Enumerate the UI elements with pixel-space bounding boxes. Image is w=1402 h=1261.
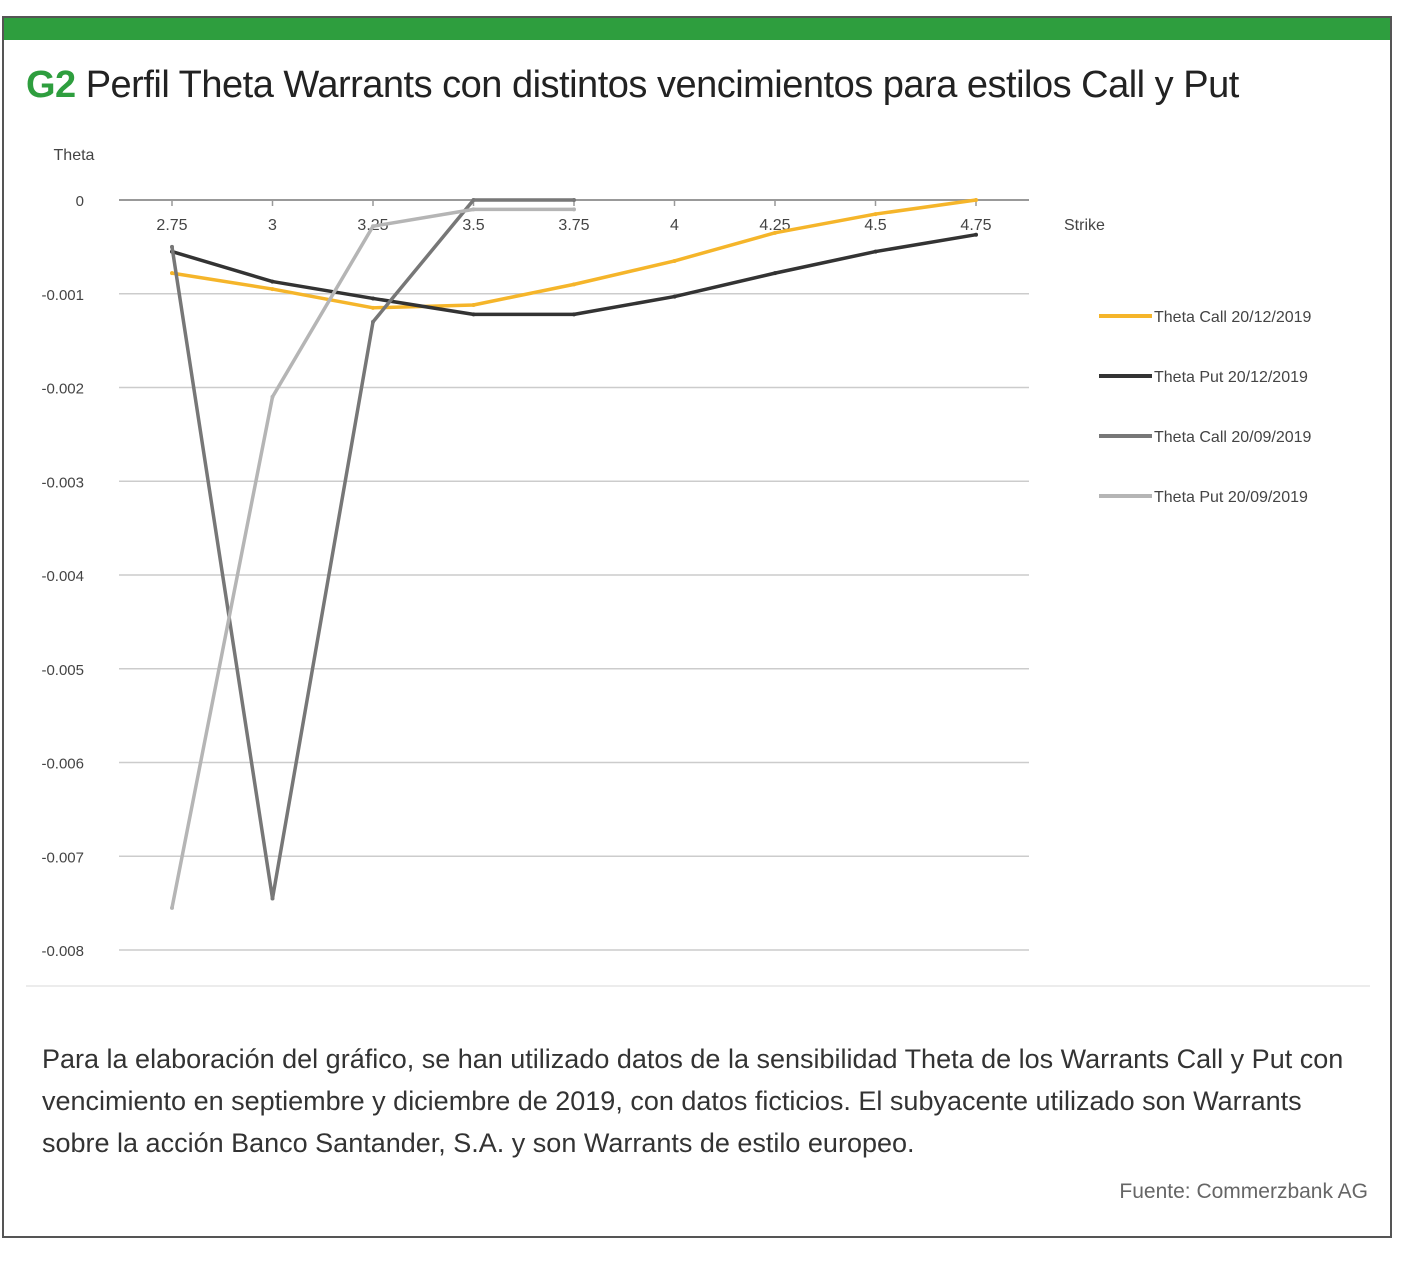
data-point <box>471 303 476 307</box>
x-tick-label: 4.75 <box>960 217 991 234</box>
data-point <box>471 312 476 317</box>
data-point <box>572 312 576 317</box>
data-point <box>974 232 978 237</box>
theta-line-chart: 0 -0.001 -0.002 -0.003 -0.004 -0.005 -0.006 -0.… <box>26 147 1370 987</box>
series-line <box>170 232 978 317</box>
data-point <box>270 896 275 901</box>
y-tick-label: 0 <box>76 193 84 210</box>
legend-label: Theta Call 20/12/2019 <box>1154 309 1312 326</box>
data-point <box>270 279 275 284</box>
top-accent-bar <box>4 18 1390 40</box>
y-tick-label: -0.003 <box>41 474 84 491</box>
y-tick-label: -0.006 <box>41 756 84 773</box>
axis-layer: 0 -0.001 -0.002 -0.003 -0.004 -0.005 -0.006 -0.… <box>26 147 1370 987</box>
data-point <box>572 207 576 212</box>
data-point <box>170 905 174 910</box>
y-tick-label: -0.007 <box>41 849 84 866</box>
data-point <box>773 271 777 276</box>
x-tick-label: 4.5 <box>864 217 886 234</box>
data-point <box>371 305 375 310</box>
figure-tag: G2 <box>26 64 76 106</box>
y-tick-label: -0.008 <box>41 943 84 960</box>
legend-item: Theta Call 20/12/2019 <box>1099 309 1312 326</box>
series-line <box>170 198 576 901</box>
legend-label: Theta Put 20/09/2019 <box>1154 489 1308 506</box>
chart-caption: Para la elaboración del gráfico, se han … <box>42 1044 1344 1158</box>
data-point <box>873 249 878 254</box>
y-tick-label: -0.001 <box>41 287 84 304</box>
legend-item: Theta Put 20/09/2019 <box>1099 489 1308 506</box>
x-tick-label: 3 <box>268 217 277 234</box>
data-point <box>572 282 576 287</box>
chart-card: G2 Perfil Theta Warrants con distintos ve… <box>2 16 1392 1238</box>
legend-label: Theta Put 20/12/2019 <box>1154 369 1308 386</box>
chart-title: G2 Perfil Theta Warrants con distintos ve… <box>26 64 1239 107</box>
data-point <box>471 207 476 212</box>
data-point <box>170 271 174 276</box>
data-point <box>371 319 375 324</box>
y-tick-label: -0.002 <box>41 381 84 398</box>
y-tick-label: -0.005 <box>41 662 84 679</box>
data-point <box>371 296 375 301</box>
x-tick-label: 4 <box>670 217 679 234</box>
legend-item: Theta Put 20/12/2019 <box>1099 369 1308 386</box>
x-tick-label: 3.75 <box>558 217 589 234</box>
data-point <box>270 394 275 399</box>
series-3 <box>170 207 576 910</box>
data-point <box>572 198 576 202</box>
data-point <box>170 244 174 249</box>
grid-layer <box>119 199 1029 951</box>
data-point <box>270 287 275 292</box>
figure-title: Perfil Theta Warrants con distintos venc… <box>85 64 1240 106</box>
x-axis-title: Strike <box>1064 217 1105 234</box>
legend-layer: Theta Call 20/12/2019 Theta Put 20/12/201… <box>1099 309 1312 506</box>
x-tick-label: 2.75 <box>156 217 187 234</box>
series-0 <box>170 198 978 310</box>
legend-item: Theta Call 20/09/2019 <box>1099 429 1312 446</box>
series-1 <box>170 232 978 317</box>
data-point <box>974 198 978 202</box>
data-point <box>873 212 878 217</box>
x-tick-label: 3.5 <box>462 217 484 234</box>
legend-label: Theta Call 20/09/2019 <box>1154 429 1312 446</box>
data-point <box>371 224 375 229</box>
y-axis-title: Theta <box>54 147 95 164</box>
data-point <box>672 294 677 299</box>
data-point <box>773 230 777 235</box>
y-tick-label: -0.004 <box>41 568 84 585</box>
data-point <box>471 198 476 202</box>
series-layer <box>170 198 978 910</box>
source-note: Fuente: Commerzbank AG <box>1119 1180 1368 1203</box>
data-point <box>672 258 677 263</box>
series-2 <box>170 198 576 901</box>
